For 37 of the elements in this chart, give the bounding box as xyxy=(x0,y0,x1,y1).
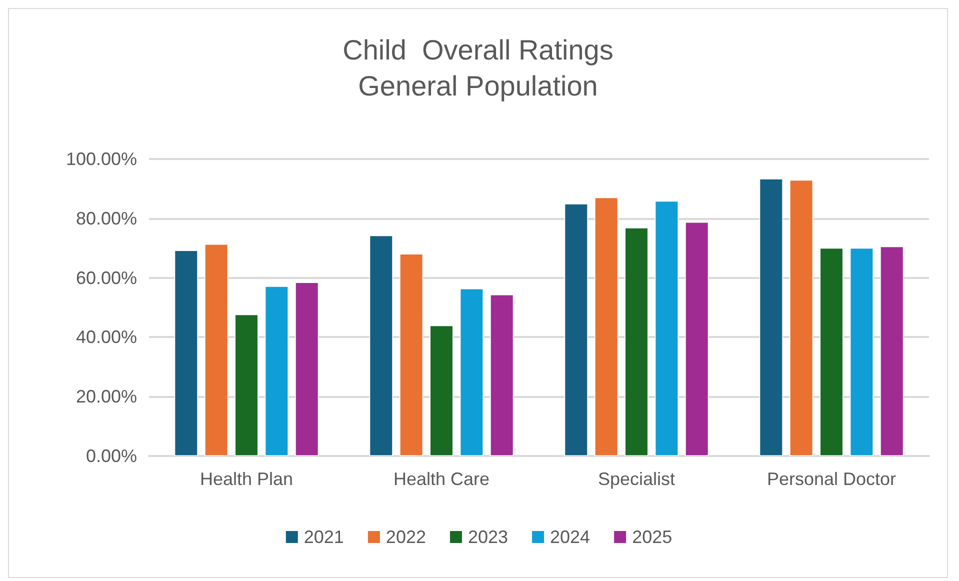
legend-label: 2021 xyxy=(304,527,344,547)
y-tick-label: 60.00% xyxy=(76,268,137,288)
legend-label: 2023 xyxy=(468,527,508,547)
x-tick-label: Health Plan xyxy=(200,469,294,489)
bar xyxy=(234,314,258,456)
chart-subtitle: General Population xyxy=(358,70,598,102)
bar xyxy=(564,204,588,456)
bar xyxy=(400,254,424,456)
legend-label: 2025 xyxy=(632,527,672,547)
bar xyxy=(295,282,319,456)
bar xyxy=(594,197,618,456)
y-tick-label: 100.00% xyxy=(66,149,137,169)
bar xyxy=(460,288,484,456)
legend-label: 2022 xyxy=(386,527,426,547)
bar xyxy=(654,200,678,456)
y-tick-label: 0.00% xyxy=(86,446,137,466)
chart-title: Child Overall Ratings xyxy=(342,34,614,66)
bar xyxy=(880,246,904,456)
bar xyxy=(820,248,844,456)
bar xyxy=(624,228,648,456)
bar xyxy=(174,250,198,456)
bar xyxy=(264,286,288,456)
x-tick-label: Specialist xyxy=(598,469,676,489)
y-tick-label: 80.00% xyxy=(76,208,137,228)
bar xyxy=(850,248,874,456)
bar xyxy=(204,244,228,456)
bar xyxy=(790,180,814,456)
bar xyxy=(430,325,454,456)
legend-label: 2024 xyxy=(550,527,590,547)
x-tick-label: Personal Doctor xyxy=(766,469,896,489)
bar xyxy=(685,222,709,456)
bar xyxy=(369,235,393,456)
x-tick-label: Health Care xyxy=(393,469,490,489)
y-tick-label: 20.00% xyxy=(76,386,137,407)
bar xyxy=(759,178,783,456)
y-tick-label: 40.00% xyxy=(76,327,137,348)
bar xyxy=(490,294,514,456)
